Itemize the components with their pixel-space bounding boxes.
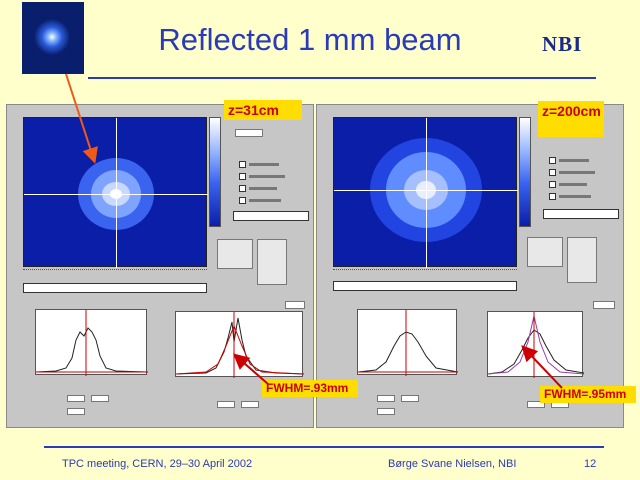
numeric-field[interactable] [377, 395, 395, 402]
fitted-profile-plot [487, 311, 584, 378]
checkbox[interactable] [549, 169, 556, 176]
slide-title: Reflected 1 mm beam [158, 22, 462, 57]
status-path-field[interactable] [23, 283, 207, 293]
numeric-field[interactable] [241, 401, 259, 408]
numeric-field[interactable] [91, 395, 109, 402]
horizontal-profile-plot [357, 309, 458, 376]
x-axis-ticks [333, 269, 517, 275]
checkbox[interactable] [239, 185, 246, 192]
numeric-field[interactable] [235, 129, 263, 137]
checkbox[interactable] [239, 161, 246, 168]
horizontal-profile-plot [35, 309, 148, 376]
checkbox[interactable] [239, 173, 246, 180]
color-scale [519, 117, 531, 227]
settings-box[interactable] [527, 237, 563, 267]
numeric-field[interactable] [67, 395, 85, 402]
control-label [559, 195, 591, 198]
footer-author: Børge Svane Nielsen, NBI [388, 458, 517, 470]
beam-photo-icon [22, 2, 84, 74]
numeric-field[interactable] [377, 408, 395, 415]
page-number: 12 [584, 458, 597, 470]
options-box[interactable] [257, 239, 287, 285]
beam-profile-panel-right [316, 104, 624, 428]
numeric-field[interactable] [401, 395, 419, 402]
control-label [559, 183, 587, 186]
x-axis-ticks [23, 269, 207, 275]
color-scale [209, 117, 221, 227]
numeric-field[interactable] [67, 408, 85, 415]
fwhm-label-left: FWHM=.93mm [262, 380, 358, 397]
beam-image-plot [23, 117, 208, 268]
file-path-field[interactable] [543, 209, 619, 219]
checkbox[interactable] [549, 181, 556, 188]
control-label [249, 187, 277, 190]
checkbox[interactable] [549, 157, 556, 164]
control-label [249, 199, 281, 202]
numeric-field[interactable] [285, 301, 305, 309]
numeric-field[interactable] [217, 401, 235, 408]
numeric-field[interactable] [527, 401, 545, 408]
title-divider [88, 77, 596, 79]
z-position-label-right: z=200cm [538, 101, 604, 137]
numeric-field[interactable] [593, 301, 615, 309]
settings-box[interactable] [217, 239, 253, 269]
nbi-logo-icon: NBI [542, 32, 583, 56]
status-path-field[interactable] [333, 281, 517, 291]
file-path-field[interactable] [233, 211, 309, 221]
fwhm-label-right: FWHM=.95mm [540, 386, 636, 403]
z-position-label-left: z=31cm [224, 100, 302, 120]
checkbox[interactable] [549, 193, 556, 200]
control-label [559, 171, 595, 174]
footer-meeting: TPC meeting, CERN, 29–30 April 2002 [62, 458, 253, 470]
beam-profile-panel-left [6, 104, 314, 428]
options-box[interactable] [567, 237, 597, 283]
control-label [249, 163, 279, 166]
footer-divider [44, 446, 604, 448]
checkbox[interactable] [239, 197, 246, 204]
beam-image-plot [333, 117, 518, 268]
control-label [249, 175, 285, 178]
control-label [559, 159, 589, 162]
